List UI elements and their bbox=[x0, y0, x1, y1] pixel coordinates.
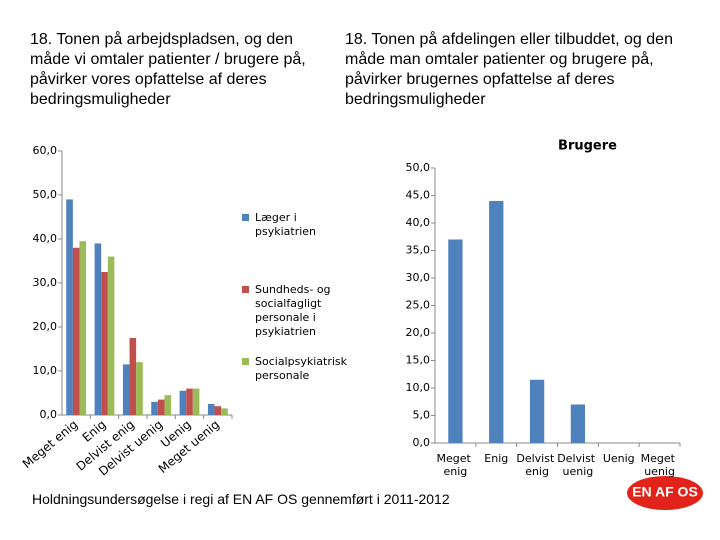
x-tick-label: Delvist enig bbox=[516, 452, 557, 478]
bar bbox=[164, 395, 172, 415]
heading: 18. Tonen på arbejdspladsen, og den måde… bbox=[30, 31, 306, 108]
y-tick-label: 60,0 bbox=[33, 144, 58, 157]
bar bbox=[66, 199, 73, 415]
bar bbox=[94, 243, 102, 415]
y-tick-label: 40,0 bbox=[33, 232, 58, 245]
footer: Holdningsundersøgelse i regi af EN AF OS… bbox=[32, 491, 450, 507]
logo-shape bbox=[627, 476, 703, 510]
legend-label: Læger i psykiatrien bbox=[255, 211, 316, 238]
legend-label: Socialpsykiatrisk personale bbox=[255, 355, 351, 382]
y-tick-label: 20,0 bbox=[33, 320, 58, 333]
y-tick-label: 30,0 bbox=[406, 271, 431, 284]
y-tick-label: 50,0 bbox=[33, 188, 58, 201]
bar bbox=[151, 401, 158, 415]
x-tick-label: Uenig bbox=[603, 452, 635, 465]
y-tick-label: 0,0 bbox=[413, 436, 431, 449]
legend-label: Sundheds- og socialfagligt personale i p… bbox=[255, 283, 334, 338]
legend-swatch bbox=[242, 286, 249, 293]
y-tick-label: 0,0 bbox=[40, 408, 58, 421]
x-tick-label: Enig bbox=[484, 452, 508, 465]
bar bbox=[207, 404, 215, 415]
bar bbox=[122, 364, 130, 415]
legend-swatch bbox=[242, 358, 249, 365]
logo-text: EN AF OS bbox=[632, 484, 698, 500]
y-tick-label: 35,0 bbox=[406, 244, 431, 257]
bar bbox=[101, 272, 108, 415]
y-tick-label: 30,0 bbox=[33, 276, 58, 289]
bar bbox=[448, 239, 463, 443]
bar bbox=[157, 399, 165, 415]
y-tick-label: 50,0 bbox=[406, 161, 431, 174]
y-tick-label: 45,0 bbox=[406, 189, 431, 202]
bar bbox=[221, 408, 228, 415]
bar bbox=[570, 404, 586, 443]
y-tick-label: 25,0 bbox=[406, 299, 431, 312]
y-tick-label: 20,0 bbox=[406, 326, 431, 339]
heading: 18. Tonen på afdelingen eller tilbuddet,… bbox=[345, 31, 673, 108]
bar bbox=[529, 379, 545, 443]
bar bbox=[136, 362, 143, 415]
legend-swatch bbox=[242, 214, 249, 221]
bar bbox=[79, 241, 87, 415]
bar bbox=[107, 256, 115, 415]
bar bbox=[192, 388, 200, 415]
bar bbox=[186, 388, 193, 415]
bar bbox=[129, 338, 137, 415]
x-tick-label: Delvist uenig bbox=[557, 452, 598, 478]
y-tick-label: 40,0 bbox=[406, 216, 431, 229]
y-tick-label: 15,0 bbox=[406, 354, 431, 367]
x-tick-label: Meget uenig bbox=[641, 452, 679, 478]
bar bbox=[214, 406, 222, 415]
y-tick-label: 10,0 bbox=[33, 364, 58, 377]
bar bbox=[72, 247, 80, 415]
bar bbox=[489, 201, 504, 443]
bar bbox=[179, 390, 187, 415]
x-tick-label: Meget enig bbox=[437, 452, 475, 478]
x-tick-label: Meget enig bbox=[20, 417, 80, 471]
y-tick-label: 10,0 bbox=[406, 381, 431, 394]
y-tick-label: 5,0 bbox=[413, 409, 431, 422]
chart-title: Brugere bbox=[558, 139, 617, 154]
